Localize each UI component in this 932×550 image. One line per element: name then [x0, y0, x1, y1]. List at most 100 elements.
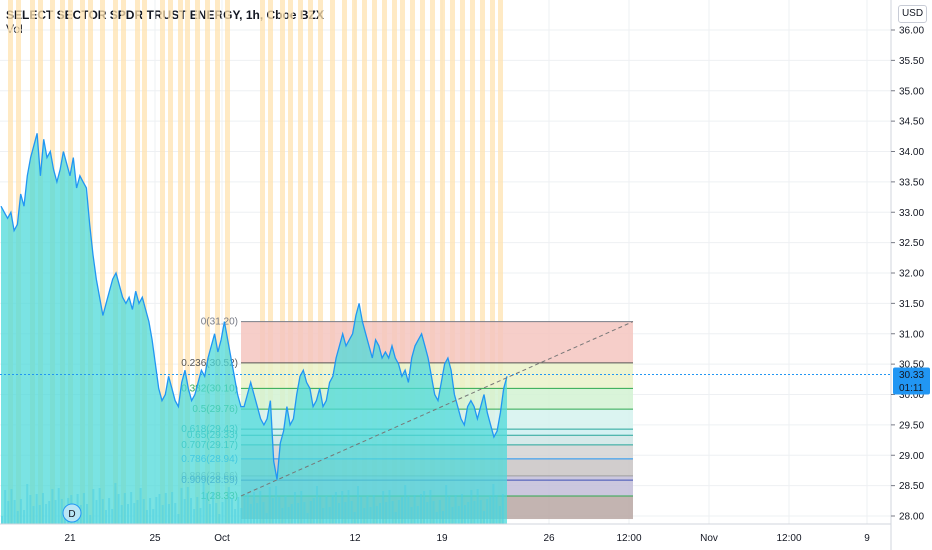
volume-bar [51, 489, 54, 524]
volume-bar [256, 503, 259, 524]
volume-bar [419, 494, 422, 524]
session-band [142, 0, 147, 524]
volume-bar [322, 508, 325, 524]
x-tick-label: Nov [700, 533, 718, 544]
volume-bar [190, 498, 192, 524]
session-band [268, 0, 273, 524]
session-band [135, 0, 140, 524]
volume-bar [92, 489, 95, 524]
volume-bar [432, 501, 435, 524]
volume-bar [32, 506, 35, 524]
volume-bar [445, 485, 448, 524]
volume-bar [372, 495, 375, 524]
fib-zone [241, 321, 633, 363]
volume-bar [120, 505, 123, 524]
session-band [195, 0, 200, 524]
volume-bar [98, 488, 101, 524]
volume-bar [139, 488, 142, 524]
price-badge-countdown: 01:11 [899, 383, 924, 394]
trend-line-segment[interactable] [240, 321, 634, 497]
volume-bar [193, 509, 196, 524]
volume-bar [202, 482, 205, 524]
x-tick-label: 12 [349, 533, 361, 544]
volume-bar [448, 496, 451, 524]
dividend-marker-circle[interactable] [62, 503, 82, 523]
volume-bar [404, 485, 407, 524]
volume-bar [429, 490, 432, 524]
volume-bar [416, 506, 419, 524]
y-tick-label: 30.50 [899, 360, 924, 371]
volume-bar [303, 502, 306, 524]
volume-bar [281, 508, 284, 524]
volume-bar [495, 495, 498, 524]
volume-bar [133, 503, 136, 524]
dividend-marker[interactable]: D [62, 503, 82, 523]
volume-bar [240, 508, 243, 524]
volume-bar [486, 499, 489, 524]
volume-bar [328, 507, 331, 524]
volume-bar [48, 501, 51, 524]
volume-bar [117, 494, 120, 524]
session-band [342, 0, 347, 524]
volume-bar [164, 493, 167, 524]
volume-bar [467, 502, 470, 524]
volume-bar [82, 493, 85, 524]
volume-bar [331, 495, 334, 524]
volume-bar [347, 490, 350, 524]
volume-bar [249, 504, 252, 524]
session-band [215, 0, 220, 524]
x-tick-label: 12:00 [616, 533, 641, 544]
session-band [185, 0, 190, 524]
volume-bar [268, 487, 271, 524]
price-area [0, 133, 508, 525]
volume-bar [145, 510, 148, 524]
volume-bar [224, 499, 227, 524]
volume-bar [57, 488, 60, 524]
price-area-fill [1, 133, 507, 525]
y-tick-label: 35.50 [899, 56, 924, 67]
volume-bar [363, 508, 366, 524]
volume-bar [208, 504, 211, 524]
volume-bar [142, 499, 145, 524]
session-band [440, 0, 445, 524]
volume-bar [243, 496, 246, 524]
volume-bar [196, 497, 199, 524]
volume-bar [205, 493, 208, 524]
session-band [330, 0, 335, 524]
y-tick-label: 29.50 [899, 420, 924, 431]
volume-bar [136, 500, 139, 524]
volume-bar [111, 509, 114, 524]
volume-bar [460, 494, 463, 524]
volume-bar [435, 512, 438, 524]
volume-bar [293, 492, 296, 524]
volume-bar [278, 497, 281, 524]
session-band [490, 0, 495, 524]
volume-bar [38, 505, 41, 524]
volume-bar [388, 490, 391, 524]
volume-bar [407, 496, 410, 524]
volume-bar [341, 491, 344, 524]
volume-bar [7, 501, 10, 524]
session-band [430, 0, 435, 524]
session-band [260, 0, 265, 524]
session-band [400, 0, 405, 524]
volume-bar [253, 492, 255, 524]
volume-bar [464, 505, 467, 524]
session-band [288, 0, 293, 524]
currency-button[interactable]: USD [898, 5, 927, 23]
session-band [280, 0, 285, 524]
volume-bar [60, 499, 63, 524]
y-tick-label: 36.00 [899, 26, 924, 37]
volume-bar [473, 501, 476, 524]
session-band [160, 0, 165, 524]
volume-bar [338, 503, 341, 524]
volume-bar [95, 500, 98, 524]
session-band [308, 0, 313, 524]
volume-bar [379, 503, 381, 524]
fib-level-label: 0(31.20) [201, 317, 238, 328]
trend-line[interactable] [240, 321, 634, 497]
volume-bar [183, 499, 186, 524]
volume-bar [470, 490, 473, 524]
